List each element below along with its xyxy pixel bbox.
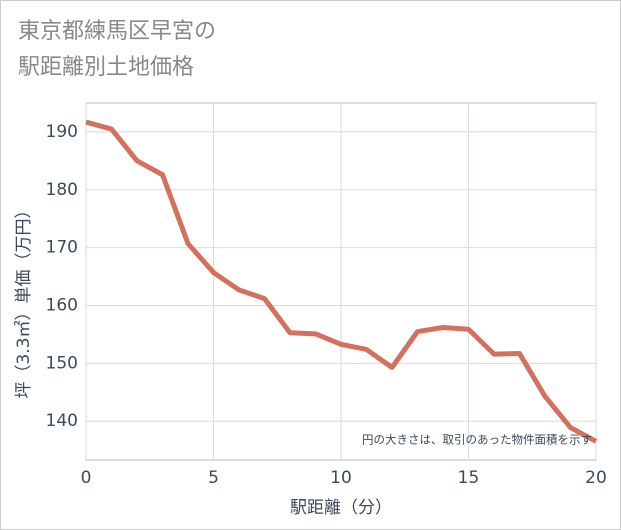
y-tick-label: 180 (46, 180, 78, 200)
annotation: 円の大きさは、取引のあった物件面積を示す (362, 433, 592, 447)
y-tick-label: 140 (46, 411, 78, 431)
chart-title: 駅距離別土地価格 (18, 55, 194, 80)
x-tick-label: 5 (208, 468, 219, 488)
data-line (85, 119, 598, 444)
x-axis-label: 駅距離（分） (290, 498, 392, 518)
x-tick-label: 10 (330, 468, 352, 488)
y-tick-label: 160 (46, 296, 78, 316)
x-tick-label: 0 (81, 468, 92, 488)
chart-title: 東京都練馬区早宮の (18, 19, 216, 44)
y-tick-label: 190 (46, 122, 78, 142)
x-tick-label: 15 (458, 468, 480, 488)
x-tick-label: 20 (585, 468, 607, 488)
y-axis-label: 坪（3.3㎡）単価（万円） (14, 201, 34, 398)
y-tick-label: 170 (46, 238, 78, 258)
y-tick-label: 150 (46, 353, 78, 373)
